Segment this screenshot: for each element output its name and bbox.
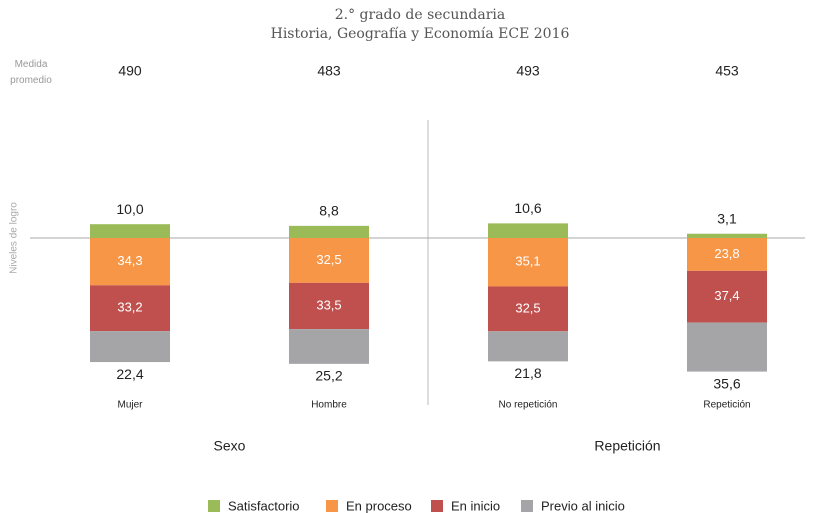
bar-segment	[488, 223, 568, 238]
group-label: Sexo	[214, 438, 246, 454]
data-label: 3,1	[717, 210, 737, 226]
legend-swatch	[431, 500, 443, 512]
bar-segment	[687, 270, 767, 323]
bar-segment	[488, 331, 568, 362]
legend-swatch	[326, 500, 338, 512]
data-label: 22,4	[116, 366, 143, 382]
chart-subtitle: Historia, Geografía y Economía ECE 2016	[271, 26, 570, 42]
data-label: 32,5	[316, 252, 341, 267]
mean-value: 453	[715, 63, 739, 79]
bar-segment	[488, 286, 568, 332]
legend-swatch	[521, 500, 533, 512]
data-label: 37,4	[714, 288, 739, 303]
bar-segment	[90, 285, 170, 332]
data-label: 33,2	[117, 300, 142, 315]
data-label: 35,1	[515, 254, 540, 269]
bar-segment	[488, 238, 568, 287]
bar-segment	[289, 329, 369, 364]
bar-segment	[90, 238, 170, 286]
data-label: 8,8	[319, 203, 339, 219]
legend-swatch	[208, 500, 220, 512]
mean-value: 493	[516, 63, 540, 79]
bar-segment	[90, 331, 170, 363]
bar-segment	[687, 233, 767, 238]
y-axis-label: Niveles de logro	[9, 202, 20, 274]
x-tick-label: Mujer	[117, 400, 143, 411]
bar-segment	[687, 322, 767, 372]
legend-label: En proceso	[346, 498, 412, 513]
legend-label: Satisfactorio	[228, 498, 300, 513]
x-tick-label: Repetición	[703, 400, 750, 411]
mean-label: Medida promedio	[10, 59, 52, 86]
bar-segment	[289, 238, 369, 283]
mean-value: 483	[317, 63, 341, 79]
data-label: 10,6	[514, 200, 541, 216]
bar-segment	[687, 238, 767, 271]
data-label: 34,3	[117, 253, 142, 268]
data-label: 25,2	[315, 368, 342, 384]
mean-value: 490	[118, 63, 142, 79]
data-label: 35,6	[713, 375, 740, 391]
data-label: 33,5	[316, 297, 341, 312]
data-label: 23,8	[714, 246, 739, 261]
legend-label: Previo al inicio	[541, 498, 625, 513]
chart-title: 2.° grado de secundaria	[335, 7, 506, 23]
data-label: 21,8	[514, 365, 541, 381]
bar-segment	[90, 224, 170, 238]
data-label: 32,5	[515, 300, 540, 315]
x-tick-label: Hombre	[311, 400, 347, 411]
bar-segment	[289, 282, 369, 330]
legend-label: En inicio	[451, 498, 500, 513]
x-tick-label: No repetición	[499, 400, 558, 411]
data-label: 10,0	[116, 201, 143, 217]
bar-segment	[289, 225, 369, 238]
group-label: Repetición	[594, 438, 660, 454]
